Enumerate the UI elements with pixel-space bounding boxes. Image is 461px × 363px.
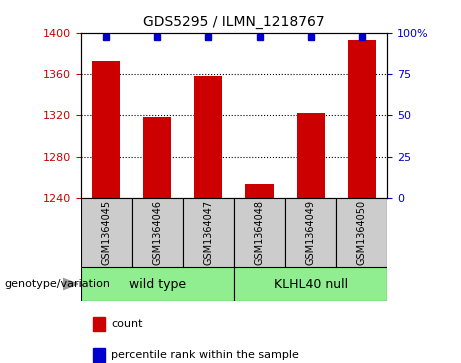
Text: GSM1364047: GSM1364047: [203, 200, 213, 265]
Text: KLHL40 null: KLHL40 null: [273, 278, 348, 290]
Bar: [92, 61, 120, 198]
Text: count: count: [112, 319, 143, 329]
Bar: [81, 198, 132, 267]
Bar: [336, 198, 387, 267]
Text: genotype/variation: genotype/variation: [5, 279, 111, 289]
Bar: [93, 317, 105, 331]
Text: percentile rank within the sample: percentile rank within the sample: [112, 350, 299, 360]
Bar: [296, 113, 325, 198]
Bar: [143, 117, 171, 198]
Bar: [81, 267, 234, 301]
Bar: [285, 198, 336, 267]
Bar: [348, 40, 376, 198]
Bar: [234, 267, 387, 301]
Text: wild type: wild type: [129, 278, 186, 290]
Text: GSM1364050: GSM1364050: [357, 200, 366, 265]
Text: GSM1364049: GSM1364049: [306, 200, 316, 265]
Bar: [245, 184, 273, 198]
Polygon shape: [63, 278, 78, 290]
Title: GDS5295 / ILMN_1218767: GDS5295 / ILMN_1218767: [143, 15, 325, 29]
Bar: [195, 76, 223, 198]
Bar: [183, 198, 234, 267]
Text: GSM1364046: GSM1364046: [152, 200, 162, 265]
Bar: [234, 198, 285, 267]
Text: GSM1364048: GSM1364048: [254, 200, 265, 265]
Bar: [93, 348, 105, 362]
Text: GSM1364045: GSM1364045: [101, 200, 111, 265]
Bar: [132, 198, 183, 267]
